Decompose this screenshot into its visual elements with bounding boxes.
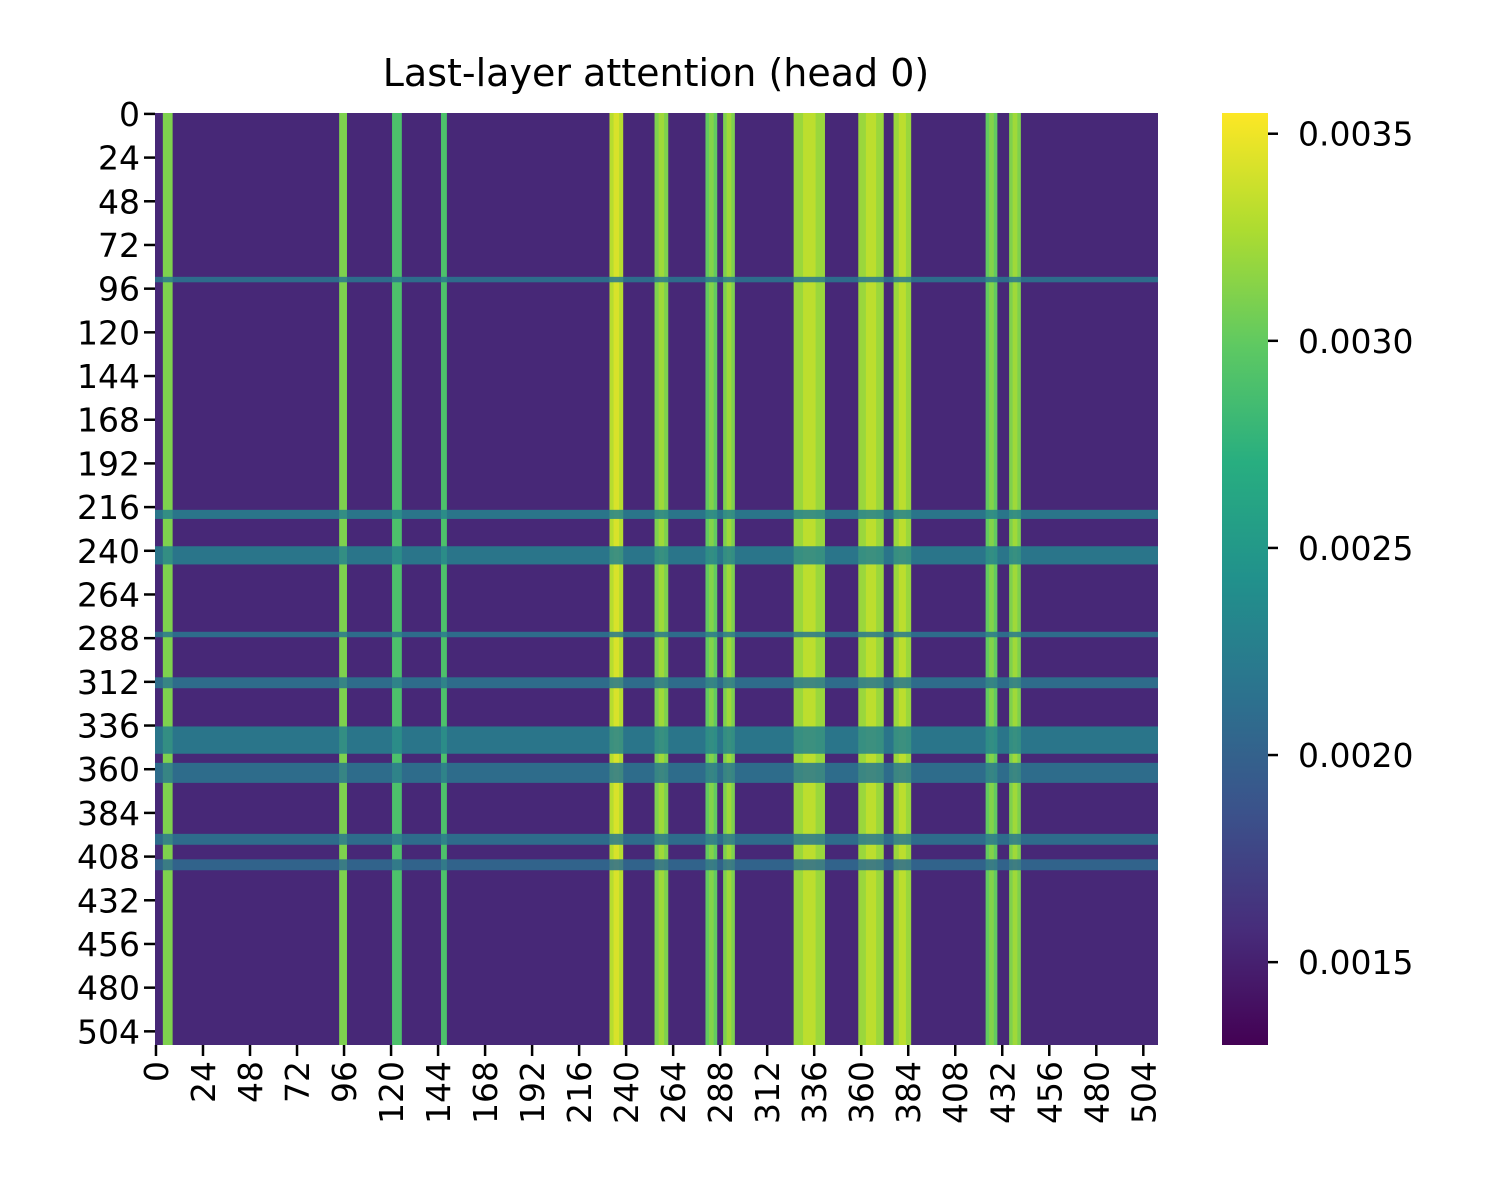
y-tick-label: 336 xyxy=(77,707,140,746)
heatmap-column-core xyxy=(865,113,877,1045)
x-tick-label: 72 xyxy=(278,1061,317,1103)
y-tick-label: 432 xyxy=(77,881,140,920)
x-tick-label: 480 xyxy=(1077,1061,1116,1124)
heatmap-column-band xyxy=(392,113,402,1045)
heatmap-column-core xyxy=(1012,113,1018,1045)
x-tick-label: 360 xyxy=(842,1061,881,1124)
x-tick-label: 264 xyxy=(654,1061,693,1124)
heatmap-column-core xyxy=(613,113,620,1045)
heatmap-column-core xyxy=(709,113,714,1045)
y-tick-label: 456 xyxy=(77,925,140,964)
y-tick-label: 360 xyxy=(77,750,140,789)
y-tick-label: 120 xyxy=(77,313,140,352)
x-tick-label: 336 xyxy=(795,1061,834,1124)
x-tick-label: 120 xyxy=(372,1061,411,1124)
y-tick-label: 96 xyxy=(98,270,140,309)
y-tick-label: 504 xyxy=(77,1012,140,1051)
colorbar-tick-label: 0.0035 xyxy=(1298,115,1413,154)
x-tick-label: 384 xyxy=(889,1061,928,1124)
heatmap-column-core xyxy=(658,113,665,1045)
colorbar-axis: 0.0015 0.0020 0.0025 0.0030 0.0035 xyxy=(1268,115,1413,982)
heatmap-column-band xyxy=(441,113,447,1045)
heatmap-row-band xyxy=(155,726,1158,754)
x-tick-label: 168 xyxy=(466,1061,505,1124)
heatmap-row-band xyxy=(155,762,1158,783)
x-tick-label: 456 xyxy=(1030,1061,1069,1124)
y-tick-label: 384 xyxy=(77,794,140,833)
x-tick-label: 408 xyxy=(936,1061,975,1124)
colorbar xyxy=(1222,113,1268,1045)
x-tick-label: 240 xyxy=(607,1061,646,1124)
heatmap-row-band xyxy=(155,859,1158,871)
y-tick-label: 240 xyxy=(77,532,140,571)
heatmap-row-band xyxy=(155,509,1158,519)
y-tick-label: 192 xyxy=(77,444,140,483)
heatmap-row-band xyxy=(155,631,1158,638)
colorbar-tick-label: 0.0015 xyxy=(1298,943,1413,982)
heatmap-row-band xyxy=(155,833,1158,845)
y-tick-label: 72 xyxy=(98,226,140,265)
colorbar-tick-label: 0.0025 xyxy=(1298,529,1413,568)
x-tick-label: 288 xyxy=(701,1061,740,1124)
y-tick-label: 408 xyxy=(77,838,140,877)
y-tick-label: 288 xyxy=(77,619,140,658)
y-tick-label: 0 xyxy=(119,95,140,134)
heatmap-row-band xyxy=(155,546,1158,565)
x-tick-label: 144 xyxy=(419,1061,458,1124)
x-axis: 0 24 48 72 96 120 144 168 192 216 240 264 288 312 336 3… xyxy=(137,1045,1163,1124)
x-tick-label: 96 xyxy=(325,1061,364,1103)
heatmap-column-core xyxy=(726,113,732,1045)
x-tick-label: 48 xyxy=(231,1061,270,1103)
colorbar-tick-label: 0.0020 xyxy=(1298,736,1413,775)
heatmap-column-band xyxy=(339,113,347,1045)
heatmap-row-band xyxy=(155,276,1158,283)
heatmap-row-band xyxy=(155,677,1158,689)
y-tick-label: 48 xyxy=(98,182,140,221)
y-tick-label: 168 xyxy=(77,401,140,440)
heatmap-column-core xyxy=(989,113,994,1045)
y-tick-label: 24 xyxy=(98,139,140,178)
x-tick-label: 192 xyxy=(513,1061,552,1124)
y-tick-label: 312 xyxy=(77,663,140,702)
y-axis: 0 24 48 72 96 120 144 168 192 216 240 264 288 312 336 3… xyxy=(77,95,155,1051)
heatmap-column-core xyxy=(898,113,906,1045)
x-tick-label: 504 xyxy=(1124,1061,1163,1124)
colorbar-tick-label: 0.0030 xyxy=(1298,322,1413,361)
x-tick-label: 432 xyxy=(983,1061,1022,1124)
y-tick-label: 216 xyxy=(77,488,140,527)
x-tick-label: 216 xyxy=(560,1061,599,1124)
y-tick-label: 144 xyxy=(77,357,140,396)
heatmap-area xyxy=(155,113,1158,1045)
x-tick-label: 24 xyxy=(184,1061,223,1103)
chart-title: Last-layer attention (head 0) xyxy=(383,51,929,95)
x-tick-label: 312 xyxy=(748,1061,787,1124)
y-tick-label: 264 xyxy=(77,575,140,614)
x-tick-label: 0 xyxy=(137,1061,176,1082)
heatmap-column-band xyxy=(162,113,173,1045)
y-tick-label: 480 xyxy=(77,969,140,1008)
heatmap-column-core xyxy=(803,113,816,1045)
